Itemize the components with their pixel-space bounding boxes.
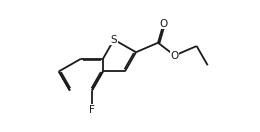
Text: O: O <box>171 51 179 61</box>
Text: F: F <box>89 105 95 115</box>
Text: O: O <box>159 19 168 29</box>
Text: S: S <box>111 35 117 45</box>
